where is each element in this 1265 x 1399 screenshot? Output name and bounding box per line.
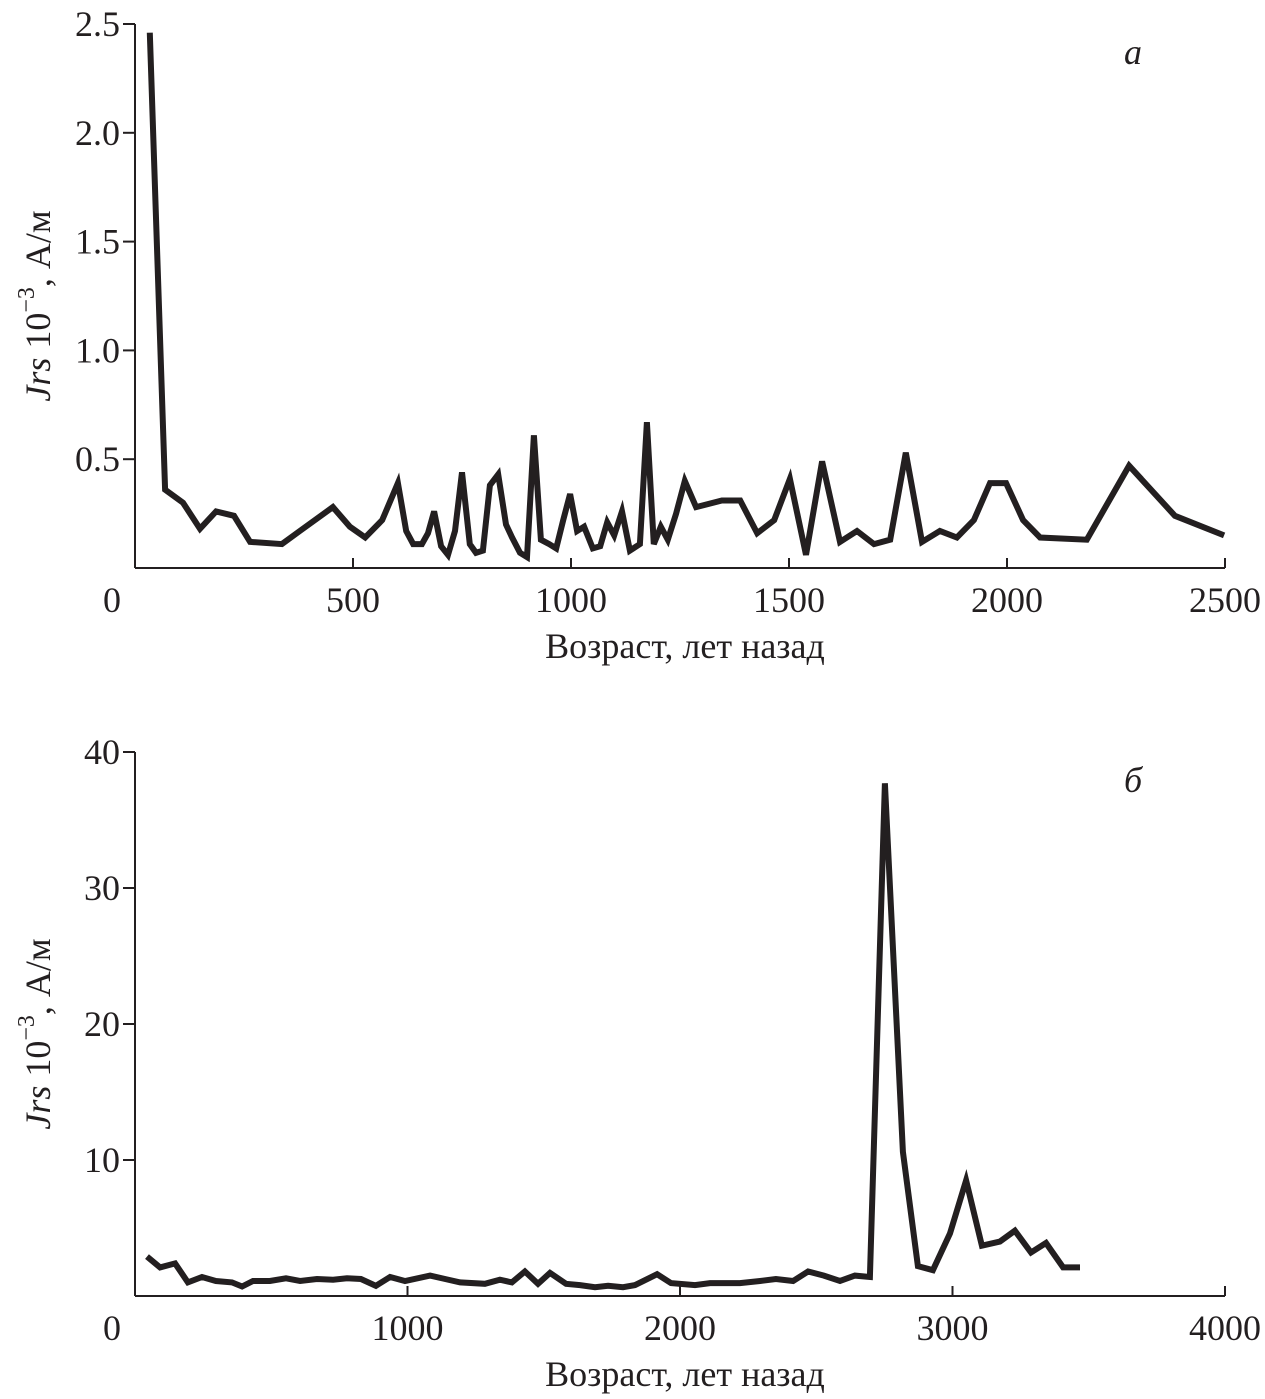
y-tick-label: 1.0 [75, 330, 120, 370]
y-tick-label: 20 [84, 1004, 120, 1044]
y-tick-label: 30 [84, 868, 120, 908]
y-label-base: 10 [18, 313, 58, 358]
y-label-unit: , А/м [18, 210, 58, 287]
panel-label: б [1124, 760, 1144, 800]
y-axis-label: Jrs 10−3, А/м [14, 210, 58, 401]
x-tick-label: 1500 [753, 580, 825, 620]
x-axis-label: Возраст, лет назад [545, 1354, 825, 1394]
data-line [146, 32, 1226, 563]
y-label-unit: , А/м [18, 938, 58, 1015]
x-tick-label: 500 [326, 580, 380, 620]
y-tick-label: 2.0 [75, 113, 120, 153]
x-tick-label: 1000 [372, 1308, 444, 1348]
x-tick-label: 3000 [917, 1308, 989, 1348]
y-tick-label: 2.5 [75, 4, 120, 44]
y-label-symbol: Jrs [18, 1086, 58, 1130]
x-tick-label: 0 [103, 1308, 121, 1348]
y-tick-label: 10 [84, 1140, 120, 1180]
x-axis-label: Возраст, лет назад [545, 626, 825, 666]
y-label-exponent: −3 [14, 287, 40, 313]
y-axis-label: Jrs 10−3, А/м [14, 938, 58, 1129]
data-line [145, 783, 1080, 1291]
x-tick-label: 0 [103, 580, 121, 620]
x-tick-label: 2500 [1189, 580, 1261, 620]
x-tick-label: 1000 [535, 580, 607, 620]
x-tick-label: 4000 [1189, 1308, 1261, 1348]
y-tick-label: 40 [84, 732, 120, 772]
x-tick-label: 2000 [971, 580, 1043, 620]
x-tick-label: 2000 [644, 1308, 716, 1348]
y-label-base: 10 [18, 1041, 58, 1086]
y-tick-label: 0.5 [75, 439, 120, 479]
panel-label: а [1124, 32, 1142, 72]
y-label-exponent: −3 [14, 1015, 40, 1041]
y-label-symbol: Jrs [18, 358, 58, 402]
y-tick-label: 1.5 [75, 222, 120, 262]
